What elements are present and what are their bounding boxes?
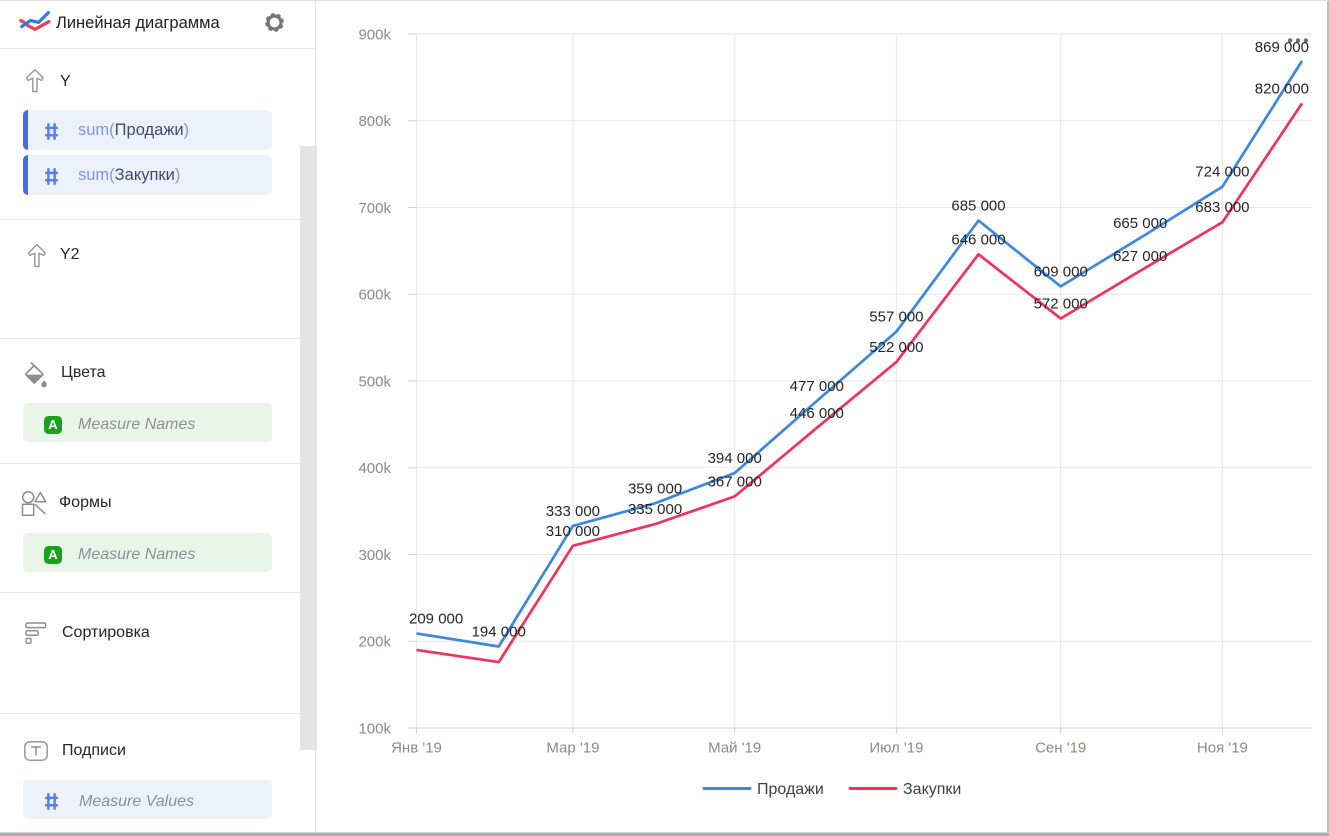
svg-text:209 000: 209 000 — [409, 611, 463, 628]
svg-text:900k: 900k — [358, 26, 391, 43]
svg-text:665 000: 665 000 — [1113, 215, 1167, 232]
svg-text:200k: 200k — [358, 634, 391, 651]
svg-text:Сен '19: Сен '19 — [1035, 740, 1086, 757]
svg-text:Июл '19: Июл '19 — [869, 740, 923, 757]
svg-text:Закупки: Закупки — [903, 781, 961, 798]
svg-text:333 000: 333 000 — [546, 503, 600, 520]
svg-text:683 000: 683 000 — [1195, 199, 1249, 216]
svg-text:685 000: 685 000 — [951, 198, 1005, 215]
svg-text:500k: 500k — [358, 373, 391, 390]
svg-text:446 000: 446 000 — [790, 405, 844, 422]
svg-text:Мар '19: Мар '19 — [546, 740, 599, 757]
svg-text:600k: 600k — [358, 287, 391, 304]
svg-text:Янв '19: Янв '19 — [391, 740, 442, 757]
svg-text:367 000: 367 000 — [708, 473, 762, 490]
svg-text:359 000: 359 000 — [628, 480, 682, 497]
svg-text:Ноя '19: Ноя '19 — [1197, 740, 1248, 757]
svg-text:477 000: 477 000 — [790, 378, 844, 395]
svg-text:700k: 700k — [358, 200, 391, 217]
svg-text:400k: 400k — [358, 460, 391, 477]
svg-text:310 000: 310 000 — [546, 523, 600, 540]
svg-text:522 000: 522 000 — [869, 339, 923, 356]
svg-text:Май '19: Май '19 — [708, 740, 761, 757]
svg-text:300k: 300k — [358, 547, 391, 564]
svg-text:800k: 800k — [358, 113, 391, 130]
svg-text:724 000: 724 000 — [1195, 164, 1249, 181]
svg-text:646 000: 646 000 — [951, 231, 1005, 248]
svg-text:572 000: 572 000 — [1034, 296, 1088, 313]
svg-text:100k: 100k — [358, 720, 391, 737]
svg-text:335 000: 335 000 — [628, 501, 682, 518]
svg-text:557 000: 557 000 — [869, 309, 923, 326]
svg-text:609 000: 609 000 — [1034, 263, 1088, 280]
svg-text:Продажи: Продажи — [757, 781, 824, 798]
svg-text:194 000: 194 000 — [472, 624, 526, 641]
svg-text:627 000: 627 000 — [1113, 248, 1167, 265]
svg-text:394 000: 394 000 — [708, 450, 762, 467]
svg-text:820 000: 820 000 — [1255, 80, 1309, 97]
svg-text:869 000: 869 000 — [1255, 39, 1309, 56]
